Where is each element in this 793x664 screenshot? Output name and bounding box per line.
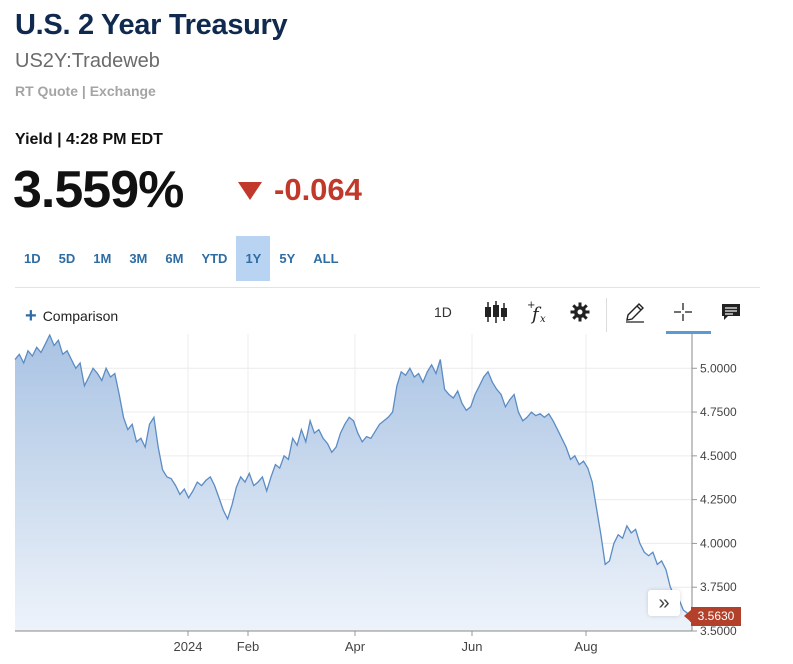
- triangle-down-icon: [238, 182, 262, 200]
- y-tick-label: 3.7500: [700, 580, 737, 594]
- time-range-selector: 1D 5D 1M 3M 6M YTD 1Y 5Y ALL: [15, 236, 348, 281]
- range-button-6m[interactable]: 6M: [165, 251, 184, 266]
- gear-icon[interactable]: [567, 299, 593, 325]
- series-area: [15, 335, 692, 631]
- page-title: U.S. 2 Year Treasury: [15, 9, 288, 41]
- candlestick-icon[interactable]: [483, 299, 509, 325]
- last-value-tag: 3.5630: [684, 607, 741, 626]
- x-tick-label: Jun: [462, 639, 483, 654]
- x-tick-label: Apr: [345, 639, 366, 654]
- ticker-symbol: US2Y:Tradeweb: [15, 50, 160, 72]
- svg-text:+: +: [527, 300, 535, 311]
- y-tick-label: 4.0000: [700, 536, 737, 550]
- y-tick-label: 5.0000: [700, 361, 737, 375]
- x-tick-label: Feb: [237, 639, 259, 654]
- y-tick-label: 3.5000: [700, 624, 737, 638]
- active-tool-indicator: [666, 331, 711, 334]
- double-chevron-right-icon[interactable]: »: [648, 590, 680, 616]
- plus-icon: +: [25, 305, 37, 327]
- toolbar-separator: [606, 298, 607, 332]
- svg-text:x: x: [540, 314, 546, 325]
- range-button-3m[interactable]: 3M: [129, 251, 148, 266]
- pencil-icon[interactable]: [622, 299, 648, 325]
- range-button-ytd[interactable]: YTD: [201, 251, 228, 266]
- quote-source: RT Quote | Exchange: [15, 83, 156, 99]
- y-tick-label: 4.5000: [700, 449, 737, 463]
- range-button-1d[interactable]: 1D: [24, 251, 41, 266]
- x-tick-label: Aug: [574, 639, 597, 654]
- y-tick-label: 4.7500: [700, 405, 737, 419]
- x-tick-label: 2024: [174, 639, 203, 654]
- function-icon[interactable]: + f x: [525, 299, 551, 325]
- range-button-1y[interactable]: 1Y: [236, 236, 271, 281]
- y-tick-label: 4.2500: [700, 493, 737, 507]
- change-block: -0.064: [238, 172, 362, 208]
- range-button-1m[interactable]: 1M: [93, 251, 112, 266]
- comparison-button[interactable]: + Comparison: [25, 305, 119, 327]
- crosshair-icon[interactable]: [670, 299, 696, 325]
- yield-timestamp: Yield | 4:28 PM EDT: [15, 131, 163, 148]
- comment-icon[interactable]: [718, 299, 744, 325]
- comparison-label: Comparison: [42, 308, 119, 324]
- range-button-all[interactable]: ALL: [313, 251, 339, 266]
- change-value: -0.064: [274, 172, 362, 207]
- price-value: 3.559%: [13, 161, 184, 219]
- toolbar-divider: [15, 287, 760, 288]
- interval-selector[interactable]: 1D: [434, 304, 452, 320]
- range-button-5d[interactable]: 5D: [58, 251, 76, 266]
- series-line: [14, 334, 693, 621]
- yield-chart[interactable]: 2024 Feb Apr Jun Aug 3.5000 3.7500 4.0000 4.2500…: [0, 334, 793, 664]
- range-button-5y[interactable]: 5Y: [279, 251, 296, 266]
